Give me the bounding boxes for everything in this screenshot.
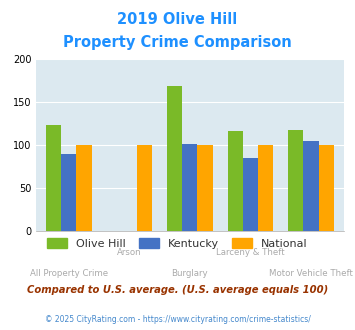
Text: All Property Crime: All Property Crime [30, 269, 108, 278]
Bar [288, 130, 304, 231]
Text: Burglary: Burglary [171, 269, 208, 278]
Bar [304, 141, 319, 231]
Bar [76, 145, 92, 231]
Bar [46, 125, 61, 231]
Text: Arson: Arson [117, 248, 142, 257]
Text: © 2025 CityRating.com - https://www.cityrating.com/crime-statistics/: © 2025 CityRating.com - https://www.city… [45, 315, 310, 324]
Text: Property Crime Comparison: Property Crime Comparison [63, 35, 292, 50]
Bar [182, 144, 197, 231]
Bar [167, 86, 182, 231]
Bar [228, 131, 243, 231]
Text: Motor Vehicle Theft: Motor Vehicle Theft [269, 269, 353, 278]
Legend: Olive Hill, Kentucky, National: Olive Hill, Kentucky, National [43, 234, 312, 253]
Text: Compared to U.S. average. (U.S. average equals 100): Compared to U.S. average. (U.S. average … [27, 285, 328, 295]
Bar [137, 145, 152, 231]
Bar [319, 145, 334, 231]
Bar [243, 158, 258, 231]
Text: 2019 Olive Hill: 2019 Olive Hill [118, 12, 237, 26]
Bar [258, 145, 273, 231]
Bar [61, 154, 76, 231]
Text: Larceny & Theft: Larceny & Theft [216, 248, 285, 257]
Bar [197, 145, 213, 231]
